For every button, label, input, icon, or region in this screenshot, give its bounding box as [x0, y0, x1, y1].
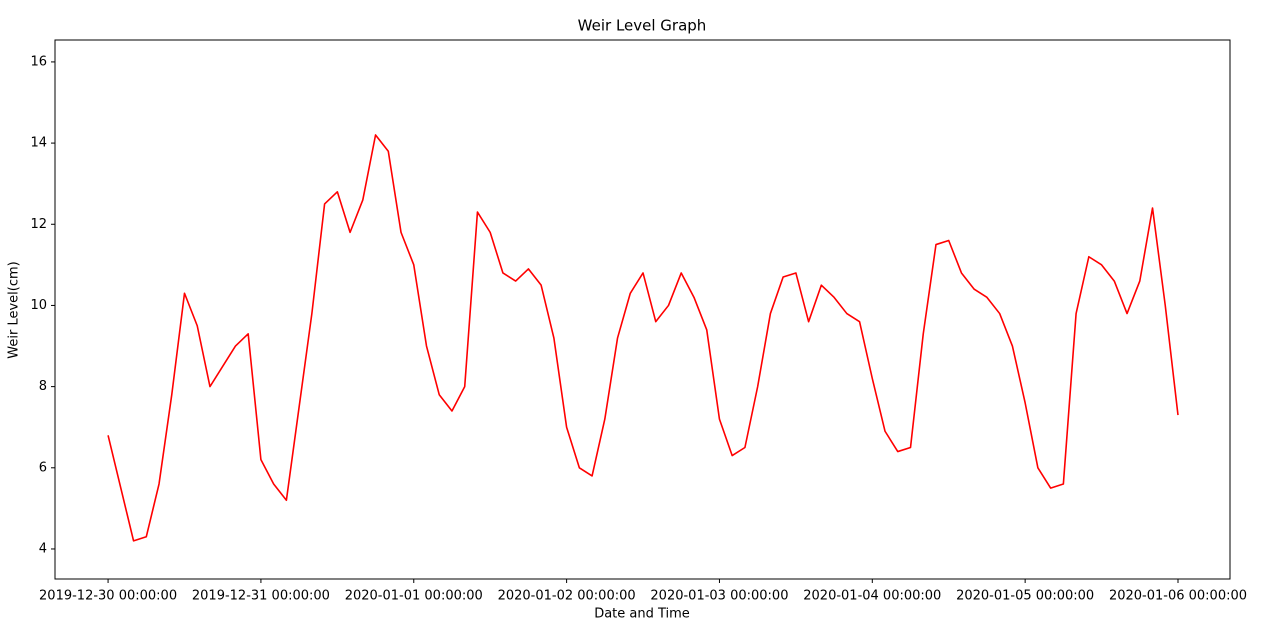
y-tick-label: 14	[30, 136, 47, 151]
x-tick-label: 2020-01-05 00:00:00	[956, 589, 1094, 604]
y-tick-label: 10	[30, 298, 47, 313]
x-tick-label: 2020-01-02 00:00:00	[498, 589, 636, 604]
y-axis-label: Weir Level(cm)	[7, 261, 22, 358]
x-tick-label: 2020-01-03 00:00:00	[650, 589, 788, 604]
x-tick-label: 2019-12-30 00:00:00	[39, 589, 177, 604]
y-tick-label: 4	[39, 541, 47, 556]
data-line	[107, 134, 1179, 542]
y-tick-label: 6	[39, 460, 47, 475]
y-tick-label: 16	[30, 54, 47, 69]
x-tick-label: 2020-01-01 00:00:00	[345, 589, 483, 604]
x-tick-label: 2020-01-06 00:00:00	[1109, 589, 1247, 604]
y-tick-label: 12	[30, 217, 47, 232]
plot-frame	[54, 39, 1231, 580]
chart-title: Weir Level Graph	[578, 17, 707, 35]
y-tick-label: 8	[39, 379, 47, 394]
x-tick-label: 2020-01-04 00:00:00	[803, 589, 941, 604]
x-tick-label: 2019-12-31 00:00:00	[192, 589, 330, 604]
x-axis-label: Date and Time	[594, 607, 690, 622]
